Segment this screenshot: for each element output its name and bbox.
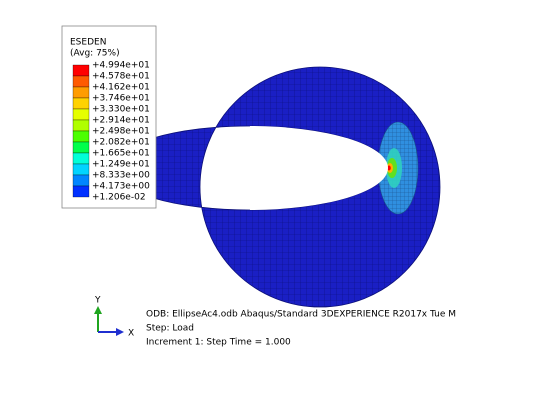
legend-swatch xyxy=(73,109,89,120)
legend-swatch xyxy=(73,164,89,175)
legend-label: +1.249e+01 xyxy=(92,160,150,170)
legend-title: ESEDEN xyxy=(70,38,106,48)
legend-label: +4.173e+00 xyxy=(92,182,150,192)
legend-swatch xyxy=(73,153,89,164)
legend-subtitle: (Avg: 75%) xyxy=(70,49,120,59)
legend-swatch xyxy=(73,98,89,109)
info-line: Increment 1: Step Time = 1.000 xyxy=(146,338,291,348)
legend-label: +2.914e+01 xyxy=(92,116,150,126)
legend-swatch xyxy=(73,87,89,98)
legend-label: +2.498e+01 xyxy=(92,127,150,137)
model xyxy=(112,67,440,307)
legend-swatch xyxy=(73,120,89,131)
legend-swatch xyxy=(73,186,89,197)
viewport: ESEDEN (Avg: 75%) +4.994e+01+4.578e+01+4… xyxy=(0,0,548,404)
info: ODB: EllipseAc4.odb Abaqus/Standard 3DEX… xyxy=(146,310,456,348)
legend-label: +4.578e+01 xyxy=(92,72,150,82)
legend-label: +2.082e+01 xyxy=(92,138,150,148)
legend-label: +4.994e+01 xyxy=(92,61,150,71)
y-arrow-head xyxy=(94,306,102,314)
legend-label: +1.206e-02 xyxy=(92,193,146,203)
legend-label: +3.330e+01 xyxy=(92,105,150,115)
legend-swatch xyxy=(73,175,89,186)
legend-swatch xyxy=(73,131,89,142)
triad-y: Y xyxy=(94,296,101,306)
info-line: Step: Load xyxy=(146,324,194,334)
legend-label: +3.746e+01 xyxy=(92,94,150,104)
x-arrow-head xyxy=(116,328,124,336)
legend-swatch xyxy=(73,65,89,76)
triad: Y X xyxy=(94,296,134,339)
legend-label: +1.665e+01 xyxy=(92,149,150,159)
triad-x: X xyxy=(128,329,134,339)
legend-swatch xyxy=(73,142,89,153)
legend: ESEDEN (Avg: 75%) +4.994e+01+4.578e+01+4… xyxy=(62,26,156,208)
legend-swatch xyxy=(73,76,89,87)
legend-label: +4.162e+01 xyxy=(92,83,150,93)
info-line: ODB: EllipseAc4.odb Abaqus/Standard 3DEX… xyxy=(146,310,456,320)
legend-label: +8.333e+00 xyxy=(92,171,150,181)
